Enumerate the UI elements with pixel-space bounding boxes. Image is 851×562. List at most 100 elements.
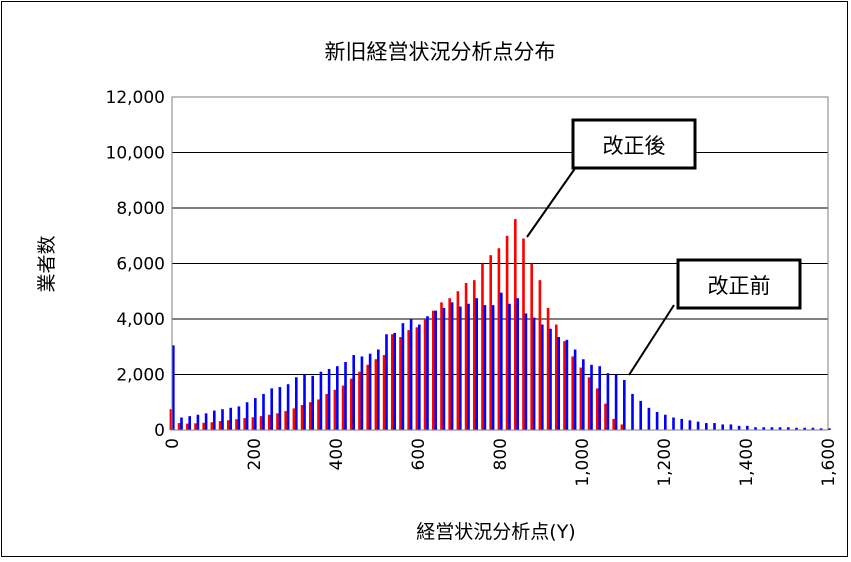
bar-red: [563, 341, 566, 430]
bar-red: [612, 418, 615, 430]
bar-blue: [401, 323, 405, 430]
bar-blue: [647, 407, 651, 430]
bar-red: [366, 364, 369, 430]
x-tick-label: 1,600: [819, 438, 839, 487]
bar-blue: [262, 393, 265, 430]
bar-blue: [565, 339, 569, 430]
callout-after-box: [571, 118, 697, 170]
bar-blue: [705, 423, 708, 430]
bar-red: [358, 371, 361, 430]
bar-blue: [631, 393, 634, 430]
bar-red: [374, 359, 378, 430]
y-tick-label: 10,000: [106, 144, 165, 164]
callout-before-box: [676, 258, 802, 310]
bar-blue: [319, 371, 323, 430]
bar-blue: [344, 362, 347, 430]
bar-blue: [213, 410, 216, 430]
bar-red: [464, 282, 468, 430]
callout-before-leader: [628, 304, 675, 376]
bar-blue: [172, 345, 175, 430]
bar-red: [169, 409, 173, 430]
bar-blue: [229, 407, 233, 430]
bar-red: [456, 291, 460, 430]
bar-red: [390, 334, 394, 430]
bar-red: [595, 388, 599, 431]
y-tick-label: 2,000: [116, 366, 165, 386]
bar-red: [325, 393, 328, 430]
bar-blue: [303, 374, 306, 430]
bar-blue: [541, 324, 544, 430]
x-tick-label: 400: [327, 438, 347, 470]
bar-blue: [680, 418, 684, 430]
x-tick-label: 800: [491, 438, 511, 470]
bar-red: [292, 408, 296, 430]
bar-red: [235, 419, 238, 430]
bar-red: [505, 235, 509, 430]
bar-blue: [811, 427, 815, 430]
bars: [169, 219, 831, 431]
bar-blue: [828, 428, 831, 430]
bar-blue: [450, 302, 454, 430]
bar-blue: [623, 380, 626, 430]
bar-blue: [254, 398, 257, 430]
bar-blue: [614, 374, 618, 430]
bar-blue: [664, 414, 667, 430]
y-tick-label: 0: [154, 421, 165, 441]
bar-blue: [483, 305, 487, 431]
bar-red: [513, 219, 517, 430]
bar-red: [481, 263, 484, 430]
bar-blue: [467, 303, 470, 430]
bar-blue: [721, 424, 725, 430]
x-tick-label: 600: [409, 438, 429, 470]
bar-blue: [426, 316, 429, 430]
bar-blue: [754, 427, 757, 430]
bar-blue: [360, 356, 364, 430]
y-tick-label: 12,000: [106, 88, 165, 108]
bar-blue: [590, 364, 593, 430]
x-tick-label: 1,400: [737, 438, 757, 487]
bar-blue: [737, 425, 741, 430]
bar-blue: [368, 353, 372, 430]
bar-red: [448, 298, 451, 430]
bar-blue: [237, 406, 241, 430]
bar-red: [604, 403, 607, 430]
bar-blue: [500, 292, 503, 430]
bar-blue: [393, 332, 397, 431]
bar-blue: [475, 298, 479, 430]
bar-blue: [639, 400, 643, 430]
bar-blue: [713, 423, 716, 430]
y-tick-label: 8,000: [116, 199, 165, 219]
bar-blue: [278, 386, 282, 430]
bar-blue: [729, 424, 733, 430]
bar-blue: [327, 368, 331, 430]
bar-red: [538, 280, 542, 430]
bar-blue: [688, 420, 692, 430]
bar-blue: [188, 416, 192, 431]
bar-blue: [803, 427, 807, 430]
callout-after-label: 改正後: [603, 134, 666, 158]
bar-red: [218, 421, 222, 430]
bar-red: [251, 417, 255, 430]
bar-red: [407, 330, 410, 430]
bar-red: [497, 248, 501, 430]
bar-blue: [557, 337, 561, 430]
bar-red: [210, 422, 214, 430]
bar-red: [554, 324, 558, 430]
bar-red: [546, 307, 550, 430]
callout-after-leader: [526, 166, 577, 238]
bar-blue: [286, 384, 290, 430]
bar-red: [423, 319, 427, 430]
bar-red: [333, 389, 337, 430]
bar-red: [194, 423, 197, 430]
y-axis-label: 業者数: [36, 235, 58, 292]
bar-blue: [196, 414, 200, 430]
x-axis-label: 経営状況分析点(Y): [416, 521, 575, 543]
bar-red: [259, 416, 263, 431]
bar-blue: [516, 298, 520, 430]
bar-blue: [770, 427, 774, 430]
bar-blue: [442, 307, 446, 430]
y-tick-label: 4,000: [116, 310, 165, 330]
bar-blue: [655, 411, 659, 430]
bar-red: [349, 378, 353, 430]
